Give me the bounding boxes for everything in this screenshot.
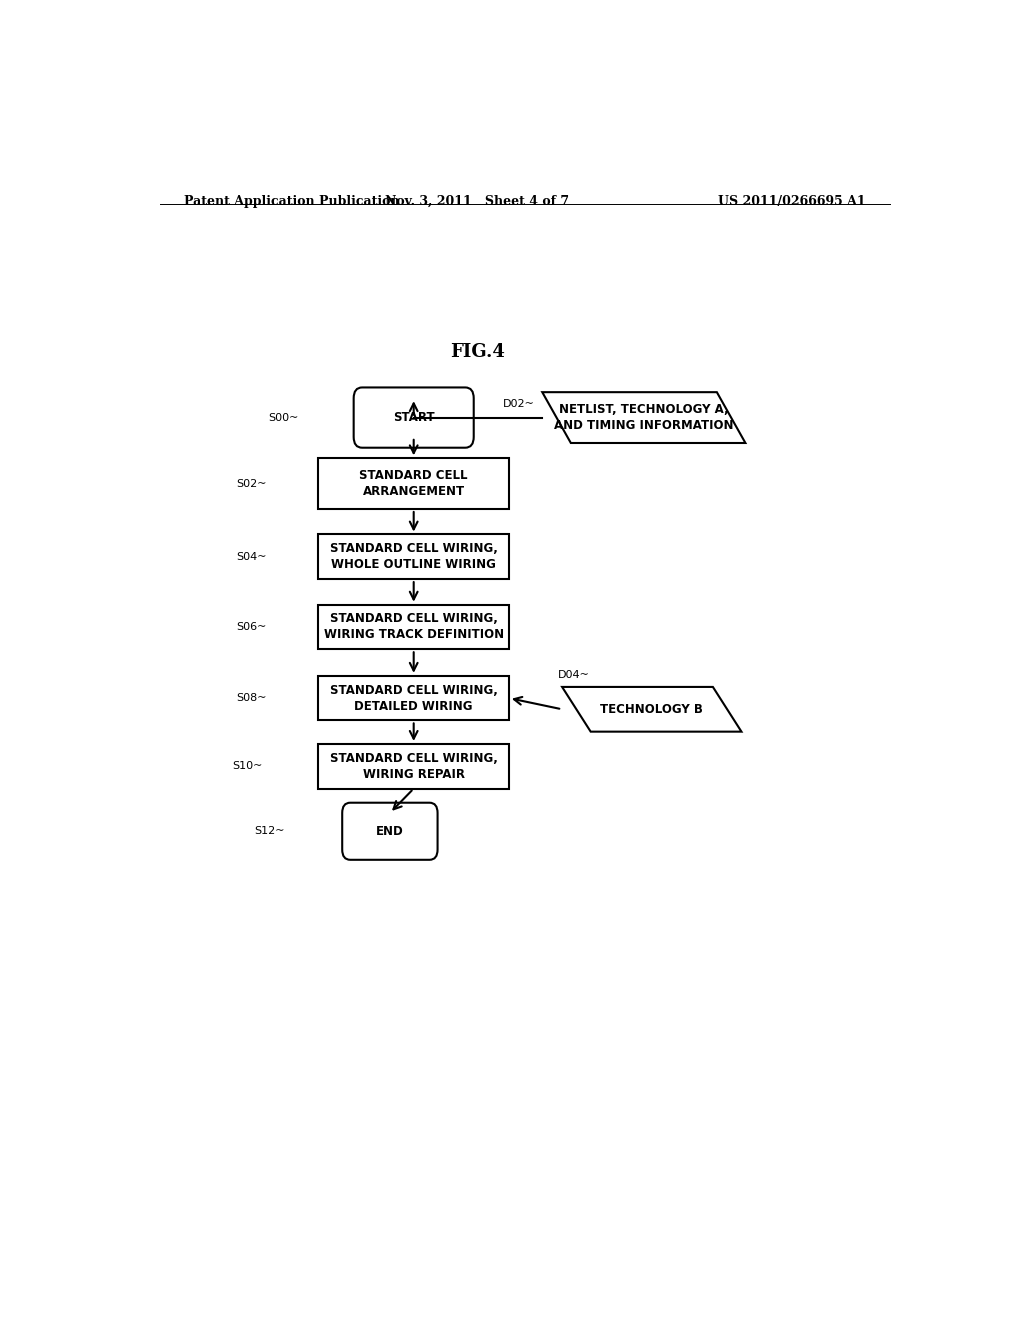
Text: S06~: S06~ [237,622,267,632]
Text: END: END [376,825,403,838]
Polygon shape [543,392,745,444]
FancyBboxPatch shape [353,388,474,447]
Bar [318,458,509,510]
Text: STANDARD CELL
ARRANGEMENT: STANDARD CELL ARRANGEMENT [359,469,468,498]
Text: S02~: S02~ [237,479,267,488]
Text: STANDARD CELL WIRING,
WHOLE OUTLINE WIRING: STANDARD CELL WIRING, WHOLE OUTLINE WIRI… [330,543,498,572]
Text: FIG.4: FIG.4 [450,342,505,360]
Text: Patent Application Publication: Patent Application Publication [183,195,399,209]
Text: S12~: S12~ [255,826,285,837]
Text: S10~: S10~ [232,762,263,771]
Text: D04~: D04~ [558,669,590,680]
Text: STANDARD CELL WIRING,
DETAILED WIRING: STANDARD CELL WIRING, DETAILED WIRING [330,684,498,713]
Text: START: START [393,411,434,424]
Text: S08~: S08~ [237,693,267,704]
Bar [318,605,509,649]
FancyBboxPatch shape [342,803,437,859]
Polygon shape [562,686,741,731]
Text: NETLIST, TECHNOLOGY A,
AND TIMING INFORMATION: NETLIST, TECHNOLOGY A, AND TIMING INFORM… [554,403,733,432]
Bar [318,676,509,721]
Bar [318,744,509,788]
Text: S04~: S04~ [237,552,267,562]
Text: STANDARD CELL WIRING,
WIRING REPAIR: STANDARD CELL WIRING, WIRING REPAIR [330,751,498,780]
Text: S00~: S00~ [268,413,299,422]
Text: D02~: D02~ [503,400,535,409]
Text: TECHNOLOGY B: TECHNOLOGY B [600,702,703,715]
Text: Nov. 3, 2011   Sheet 4 of 7: Nov. 3, 2011 Sheet 4 of 7 [385,195,569,209]
Bar [318,535,509,579]
Text: US 2011/0266695 A1: US 2011/0266695 A1 [719,195,866,209]
Text: STANDARD CELL WIRING,
WIRING TRACK DEFINITION: STANDARD CELL WIRING, WIRING TRACK DEFIN… [324,612,504,642]
